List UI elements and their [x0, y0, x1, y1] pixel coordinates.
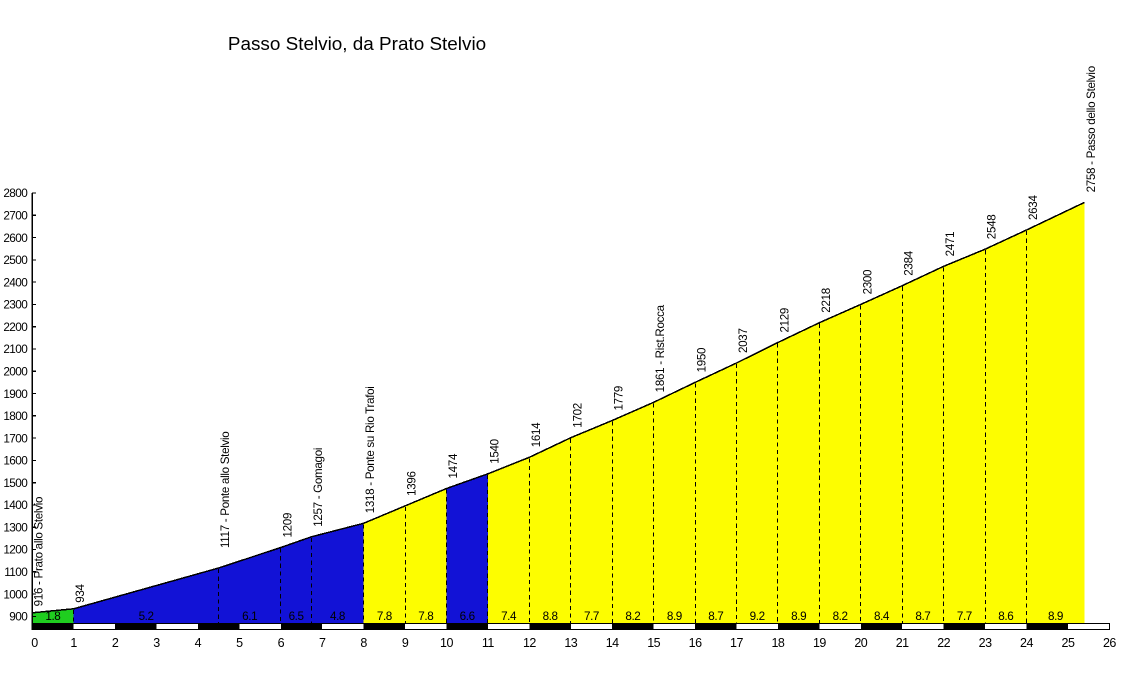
svg-text:8.8: 8.8 [543, 610, 558, 623]
svg-text:2758 - Passo dello Stelvio: 2758 - Passo dello Stelvio [1085, 66, 1098, 192]
svg-text:8: 8 [360, 636, 367, 650]
svg-text:1700: 1700 [3, 431, 28, 445]
svg-text:2700: 2700 [3, 209, 28, 223]
svg-text:7.8: 7.8 [418, 610, 433, 623]
svg-text:1950: 1950 [696, 348, 709, 373]
svg-text:934: 934 [74, 584, 87, 603]
svg-text:2100: 2100 [3, 342, 28, 356]
svg-text:15: 15 [647, 636, 660, 650]
svg-text:2600: 2600 [3, 231, 28, 245]
svg-text:1.8: 1.8 [45, 610, 60, 623]
svg-text:2: 2 [112, 636, 119, 650]
svg-text:7.7: 7.7 [957, 610, 972, 623]
svg-text:8.2: 8.2 [833, 610, 848, 623]
svg-text:2634: 2634 [1027, 195, 1040, 220]
svg-text:2500: 2500 [3, 253, 28, 267]
svg-text:1318 - Ponte su Rio Trafoi: 1318 - Ponte su Rio Trafoi [364, 386, 377, 513]
svg-text:2000: 2000 [3, 365, 28, 379]
svg-text:11: 11 [482, 636, 495, 650]
svg-text:1800: 1800 [3, 409, 28, 423]
svg-text:5.2: 5.2 [139, 610, 154, 623]
svg-text:2300: 2300 [3, 298, 28, 312]
svg-text:2384: 2384 [903, 250, 916, 275]
svg-text:8.4: 8.4 [874, 610, 890, 623]
svg-text:1: 1 [70, 636, 77, 650]
svg-text:1614: 1614 [530, 422, 543, 447]
svg-text:26: 26 [1103, 636, 1116, 650]
svg-text:1600: 1600 [3, 454, 28, 468]
svg-text:1900: 1900 [3, 387, 28, 401]
svg-text:2037: 2037 [737, 328, 750, 353]
svg-text:2400: 2400 [3, 275, 28, 289]
svg-text:4: 4 [195, 636, 202, 650]
svg-text:1300: 1300 [3, 521, 28, 535]
svg-text:8.6: 8.6 [998, 610, 1013, 623]
svg-text:6.6: 6.6 [460, 610, 475, 623]
svg-text:1257 - Gomagoi: 1257 - Gomagoi [312, 448, 325, 527]
svg-text:17: 17 [730, 636, 743, 650]
svg-text:1117 - Ponte allo Stelvio: 1117 - Ponte allo Stelvio [219, 432, 232, 548]
svg-text:2300: 2300 [861, 270, 874, 295]
svg-text:916 - Prato allo Stelvio: 916 - Prato allo Stelvio [33, 497, 46, 606]
svg-text:16: 16 [689, 636, 702, 650]
svg-text:22: 22 [937, 636, 950, 650]
svg-text:8.9: 8.9 [1048, 610, 1063, 623]
svg-text:14: 14 [606, 636, 619, 650]
svg-text:8.7: 8.7 [915, 610, 930, 623]
svg-text:4.8: 4.8 [330, 610, 345, 623]
svg-text:1500: 1500 [3, 476, 28, 490]
svg-text:2471: 2471 [944, 232, 957, 257]
svg-text:0: 0 [31, 636, 38, 650]
svg-text:20: 20 [854, 636, 867, 650]
svg-text:Passo Stelvio, da Prato Stelvi: Passo Stelvio, da Prato Stelvio [228, 34, 486, 55]
svg-text:1200: 1200 [3, 543, 28, 557]
svg-text:1779: 1779 [613, 386, 626, 411]
svg-text:1000: 1000 [3, 587, 28, 601]
svg-text:1540: 1540 [488, 439, 501, 464]
svg-text:1396: 1396 [406, 471, 419, 496]
svg-text:1100: 1100 [4, 565, 28, 579]
svg-text:13: 13 [564, 636, 577, 650]
svg-text:8.9: 8.9 [667, 610, 682, 623]
svg-text:2129: 2129 [778, 308, 791, 333]
svg-text:6.1: 6.1 [242, 610, 257, 623]
svg-text:6: 6 [278, 636, 285, 650]
svg-text:7.4: 7.4 [501, 610, 517, 623]
svg-text:2548: 2548 [986, 215, 999, 240]
svg-text:900: 900 [9, 610, 28, 624]
svg-text:9: 9 [402, 636, 409, 650]
svg-text:25: 25 [1062, 636, 1075, 650]
svg-text:18: 18 [771, 636, 784, 650]
svg-text:7: 7 [319, 636, 326, 650]
svg-text:1702: 1702 [571, 403, 584, 428]
svg-text:21: 21 [896, 636, 909, 650]
svg-text:10: 10 [440, 636, 453, 650]
svg-text:8.7: 8.7 [708, 610, 723, 623]
svg-text:5: 5 [236, 636, 243, 650]
svg-text:2218: 2218 [820, 288, 833, 313]
svg-text:8.2: 8.2 [625, 610, 640, 623]
svg-text:8.9: 8.9 [791, 610, 806, 623]
svg-text:1209: 1209 [281, 513, 294, 538]
svg-text:19: 19 [813, 636, 826, 650]
svg-text:6.5: 6.5 [289, 610, 305, 623]
svg-text:2200: 2200 [3, 320, 28, 334]
svg-text:24: 24 [1020, 636, 1033, 650]
svg-text:2800: 2800 [3, 186, 28, 200]
svg-text:3: 3 [153, 636, 160, 650]
svg-text:7.7: 7.7 [584, 610, 599, 623]
svg-text:9.2: 9.2 [750, 610, 765, 623]
svg-text:12: 12 [523, 636, 536, 650]
svg-text:7.8: 7.8 [377, 610, 392, 623]
svg-text:1474: 1474 [447, 453, 460, 478]
svg-text:23: 23 [979, 636, 992, 650]
svg-text:1400: 1400 [3, 498, 28, 512]
svg-text:1861 - Rist.Rocca: 1861 - Rist.Rocca [654, 304, 667, 392]
